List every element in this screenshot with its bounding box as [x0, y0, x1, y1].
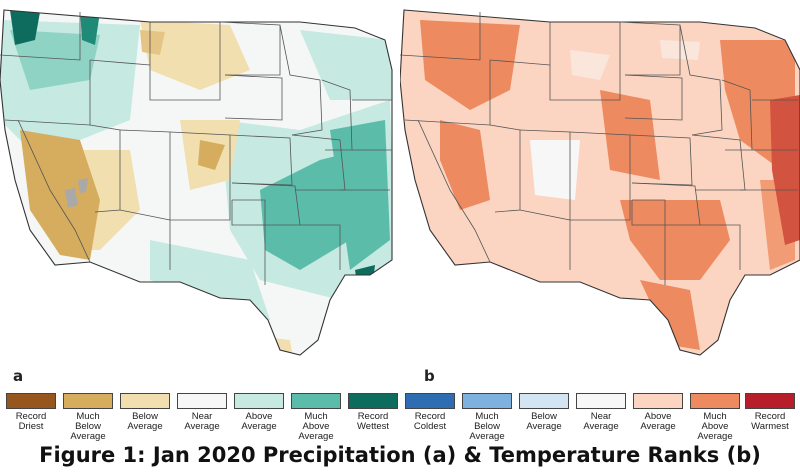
legend-swatch — [6, 393, 56, 409]
legend-label: Much Below Average — [469, 411, 505, 442]
legend-swatch — [291, 393, 341, 409]
legend-swatch — [633, 393, 683, 409]
legend-swatch — [690, 393, 740, 409]
legend-item-below-average: Below Average — [519, 393, 569, 432]
legend-label: Much Above Average — [298, 411, 334, 442]
legend-swatch — [234, 393, 284, 409]
legend-label: Below Average — [127, 411, 163, 432]
legend-label: Record Wettest — [356, 411, 390, 432]
legend-item-much-above-average: Much Above Average — [690, 393, 740, 442]
legend-item-above-average: Above Average — [234, 393, 284, 432]
legend-swatch — [576, 393, 626, 409]
legend-label: Near Average — [184, 411, 220, 432]
legend-label: Record Coldest — [413, 411, 447, 432]
precipitation-fill — [0, 10, 392, 355]
panel-label-b: b — [424, 367, 435, 385]
legend-swatch — [405, 393, 455, 409]
legend-label: Near Average — [583, 411, 619, 432]
state-borders-b — [400, 9, 800, 356]
temperature-map-svg — [400, 9, 800, 356]
legend-item-near-average: Near Average — [576, 393, 626, 432]
temperature-fill — [400, 10, 800, 355]
legend-swatch — [462, 393, 512, 409]
precipitation-map-svg — [0, 9, 393, 356]
legend-item-much-below-average: Much Below Average — [63, 393, 113, 442]
temperature-map — [400, 0, 800, 360]
figure-caption: Figure 1: Jan 2020 Precipitation (a) & T… — [39, 443, 761, 467]
legend-label: Record Warmest — [751, 411, 789, 432]
legend-label: Below Average — [526, 411, 562, 432]
legend-swatch — [120, 393, 170, 409]
legend-item-much-below-average: Much Below Average — [462, 393, 512, 442]
legend-label: Much Above Average — [697, 411, 733, 442]
state-borders — [0, 9, 393, 356]
legend-swatch — [177, 393, 227, 409]
legend-label: Record Driest — [15, 411, 47, 432]
legend-swatch — [519, 393, 569, 409]
precipitation-map — [0, 0, 400, 360]
legend-item-record-driest: Record Driest — [6, 393, 56, 432]
legend-item-record-wettest: Record Wettest — [348, 393, 398, 432]
legend-swatch — [745, 393, 795, 409]
legend-label: Much Below Average — [70, 411, 106, 442]
legend-item-much-above-average: Much Above Average — [291, 393, 341, 442]
legend-item-below-average: Below Average — [120, 393, 170, 432]
legend-label: Above Average — [640, 411, 676, 432]
legend-swatch — [63, 393, 113, 409]
legend-item-record-warmest: Record Warmest — [745, 393, 795, 432]
legend-item-record-coldest: Record Coldest — [405, 393, 455, 432]
legend-item-near-average: Near Average — [177, 393, 227, 432]
panel-label-a: a — [13, 367, 24, 385]
legend-item-above-average: Above Average — [633, 393, 683, 432]
legend-label: Above Average — [241, 411, 277, 432]
legend-swatch — [348, 393, 398, 409]
